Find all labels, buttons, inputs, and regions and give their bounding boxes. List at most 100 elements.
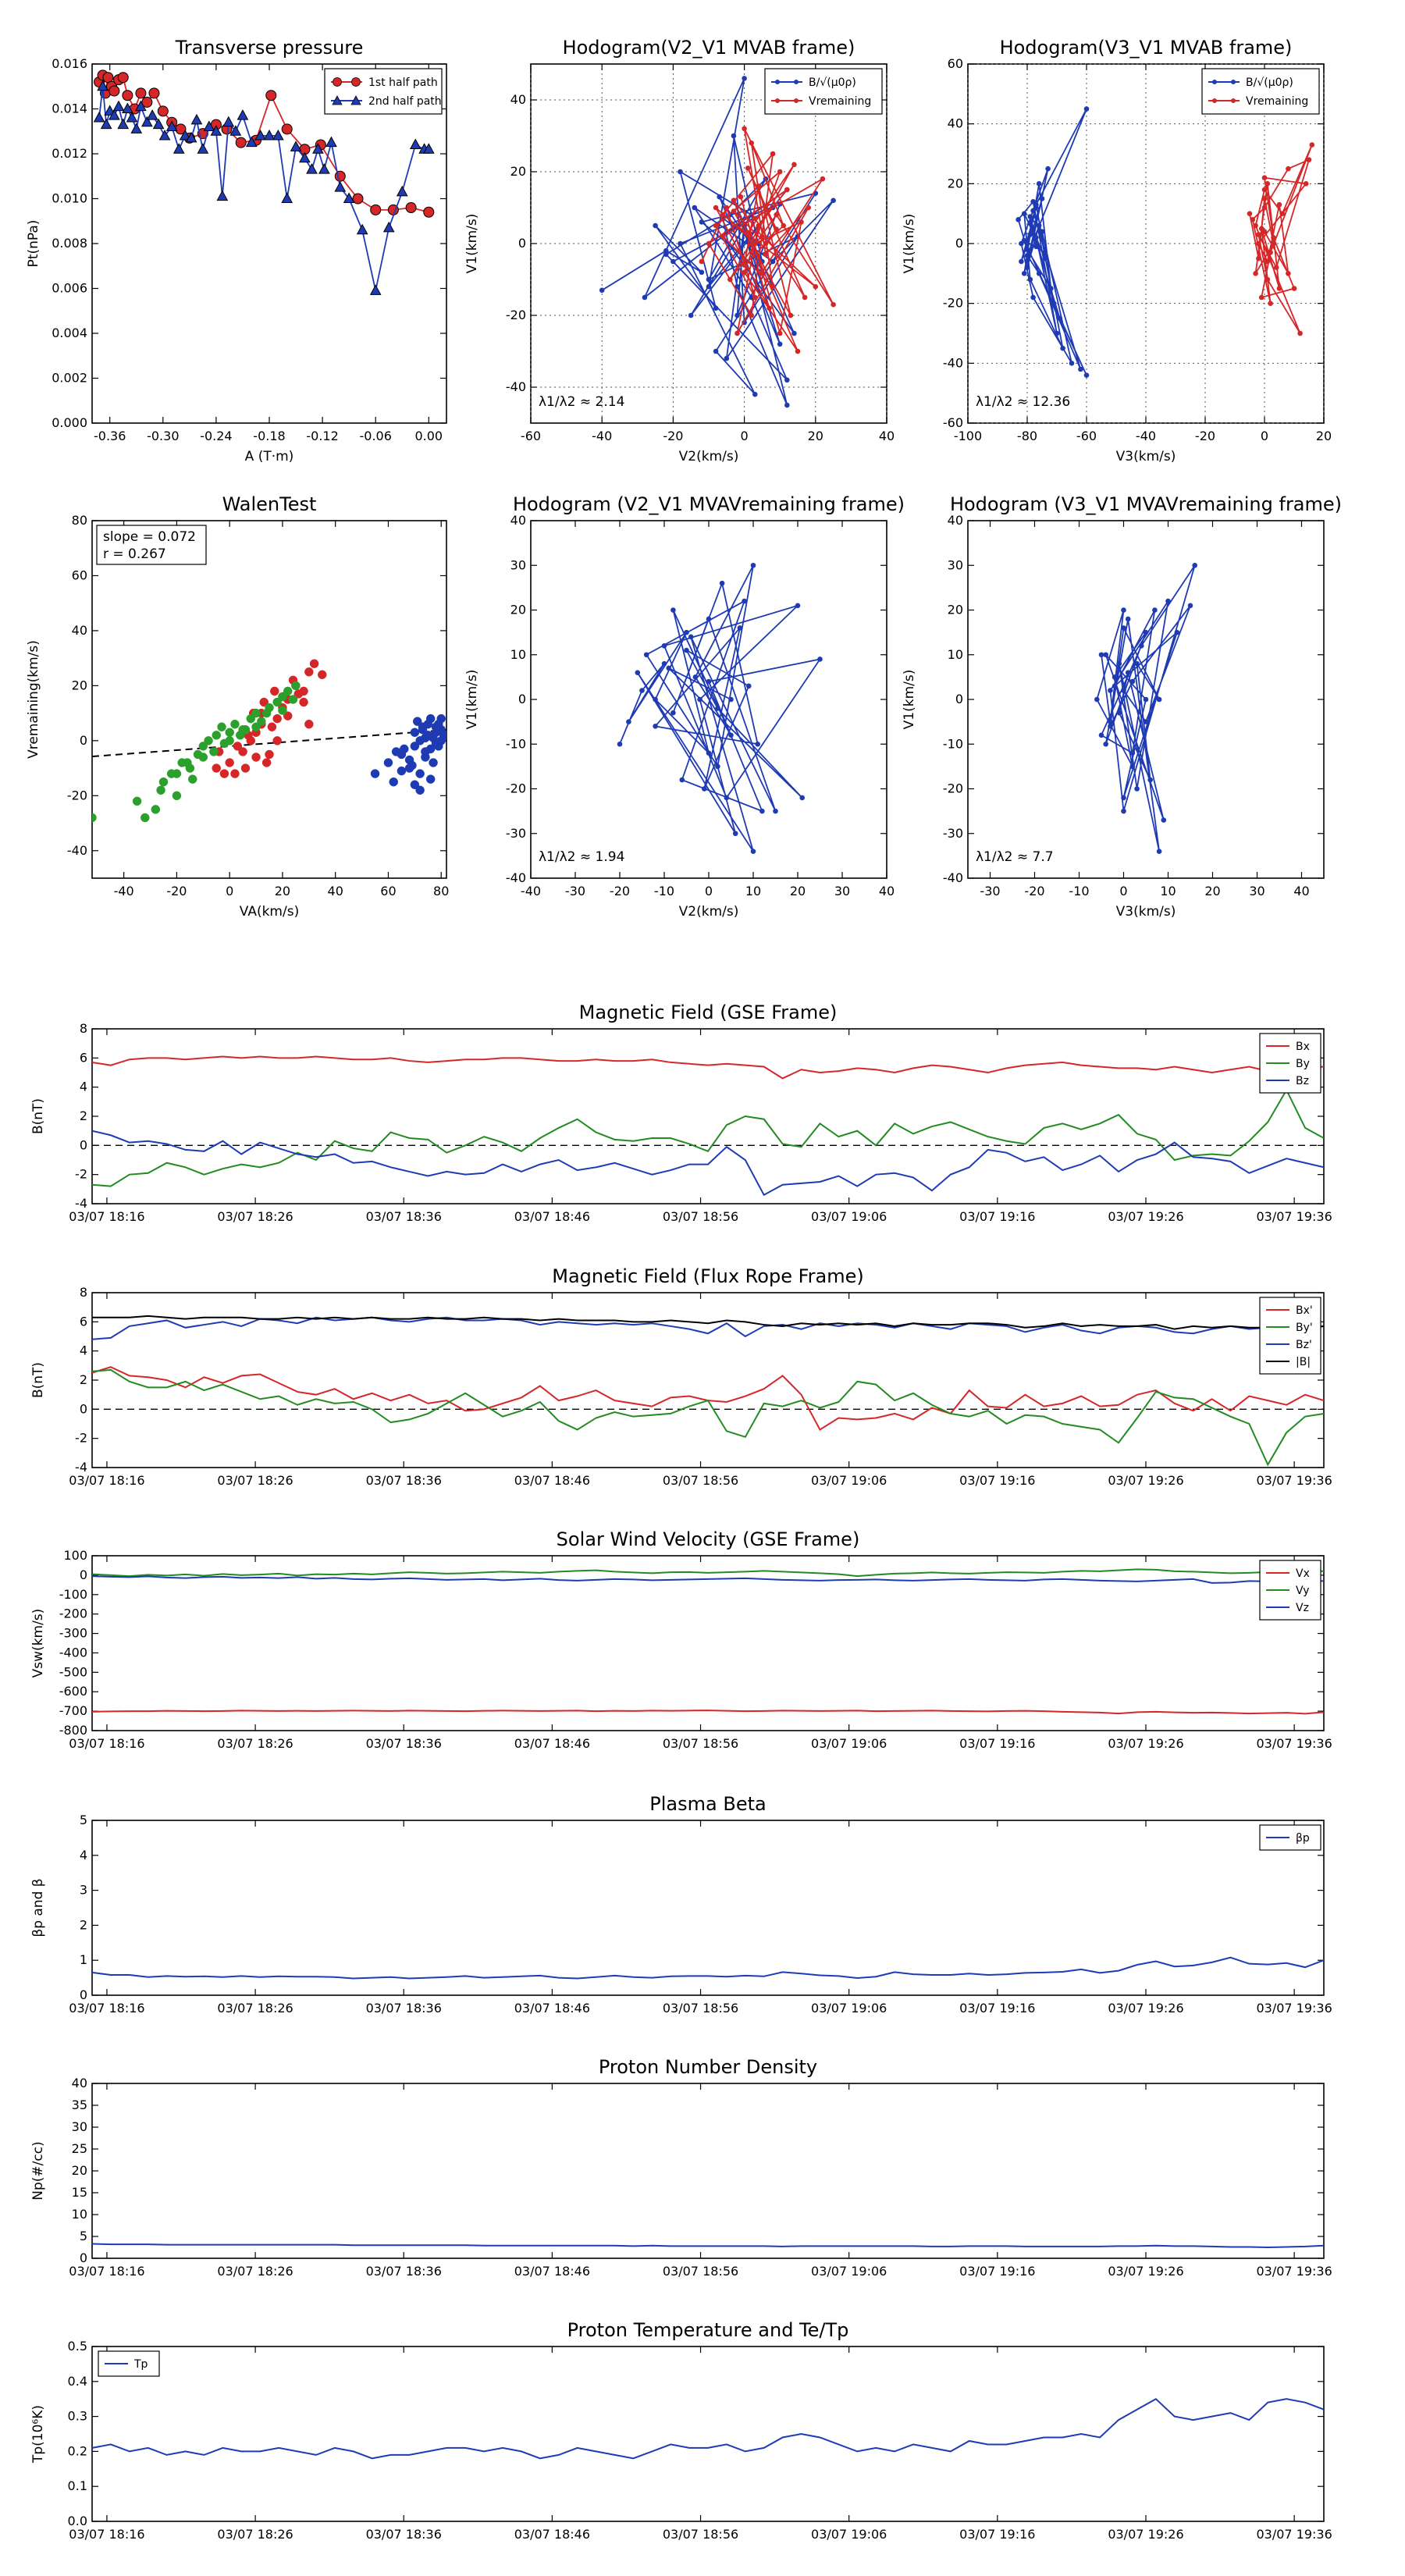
y-tick-label: 10 bbox=[72, 2207, 87, 2222]
data-point bbox=[418, 725, 428, 735]
data-point bbox=[225, 758, 234, 767]
data-point bbox=[1116, 710, 1122, 716]
data-point bbox=[1103, 652, 1108, 658]
legend-marker bbox=[794, 98, 799, 103]
series-line-0 bbox=[92, 1710, 1324, 1715]
hodo_v3v1_mvab-chart: Hodogram(V3_V1 MVAB frame) -100 -80 -60 -40 -… bbox=[902, 37, 1332, 464]
data-point bbox=[788, 312, 794, 318]
series-0 bbox=[1016, 106, 1090, 378]
chart-title: Solar Wind Velocity (GSE Frame) bbox=[557, 1528, 860, 1550]
legend: B/√(μ0ρ) Vremaining bbox=[764, 68, 883, 115]
walen-chart: WalenTest -40 -20 0 20 40 60 80 -40 -20 0 20 40 60 80 V… bbox=[26, 493, 449, 920]
y-tick-label: 4 bbox=[80, 1080, 87, 1094]
series-line-0 bbox=[92, 1366, 1324, 1431]
data-point bbox=[1156, 849, 1162, 854]
x-tick-label: 03/07 18:46 bbox=[514, 2001, 590, 2016]
data-point bbox=[663, 247, 669, 254]
legend-label: By bbox=[1296, 1058, 1310, 1070]
data-point bbox=[423, 206, 435, 218]
series-0 bbox=[617, 562, 823, 854]
data-point bbox=[117, 118, 130, 130]
data-point bbox=[265, 749, 274, 760]
data-point bbox=[635, 670, 641, 675]
data-point bbox=[270, 686, 279, 696]
data-point bbox=[278, 692, 287, 702]
data-point bbox=[304, 719, 314, 729]
plot-area bbox=[93, 69, 435, 295]
data-point bbox=[97, 80, 108, 91]
x-tick-label: 40 bbox=[879, 884, 895, 898]
x-tick-label: -0.12 bbox=[306, 429, 338, 443]
data-point bbox=[212, 731, 221, 740]
legend-marker bbox=[1231, 98, 1236, 103]
annotation-text: λ1/λ2 ≈ 2.14 bbox=[539, 394, 624, 410]
y-tick-label: -600 bbox=[59, 1684, 87, 1699]
legend-marker bbox=[350, 95, 361, 105]
x-tick-label: 03/07 18:36 bbox=[366, 1736, 442, 1751]
data-point bbox=[1165, 598, 1171, 604]
data-point bbox=[306, 163, 318, 174]
y-tick-label: -200 bbox=[59, 1606, 87, 1621]
x-tick-label: 03/07 18:56 bbox=[663, 2001, 738, 2016]
data-point bbox=[1125, 670, 1131, 675]
chart-title: Proton Temperature and Te/Tp bbox=[567, 2319, 849, 2341]
x-tick-label: 20 bbox=[790, 884, 806, 898]
legend-label: B/√(μ0ρ) bbox=[809, 76, 856, 89]
data-point bbox=[750, 562, 756, 568]
data-point bbox=[389, 777, 398, 787]
data-point bbox=[436, 713, 446, 724]
data-point bbox=[1309, 142, 1315, 148]
data-point bbox=[1083, 106, 1090, 112]
y-tick-label: 30 bbox=[948, 557, 963, 572]
data-point bbox=[400, 744, 409, 754]
data-point bbox=[820, 176, 826, 182]
y-tick-label: 0.4 bbox=[68, 2374, 87, 2389]
legend-label: B/√(μ0ρ) bbox=[1246, 76, 1293, 89]
y-tick-label: -300 bbox=[59, 1626, 87, 1641]
data-point bbox=[717, 194, 722, 200]
y-tick-label: 0 bbox=[518, 236, 526, 251]
data-point bbox=[732, 831, 738, 837]
stats-text: slope = 0.072 bbox=[103, 529, 196, 545]
y-tick-label: 0 bbox=[80, 2250, 87, 2265]
x-tick-label: 03/07 19:26 bbox=[1108, 1736, 1183, 1751]
x-tick-label: 03/07 18:26 bbox=[217, 1473, 293, 1488]
data-point bbox=[1024, 265, 1030, 270]
y-tick-label: -20 bbox=[67, 788, 87, 802]
y-tick-label: 15 bbox=[72, 2185, 87, 2200]
y-tick-label: 0.014 bbox=[52, 101, 87, 116]
data-point bbox=[172, 769, 182, 778]
y-tick-label: 0.008 bbox=[52, 236, 87, 251]
y-axis-label: V1(km/s) bbox=[902, 670, 917, 730]
data-point bbox=[185, 131, 197, 143]
y-tick-label: 8 bbox=[80, 1021, 87, 1036]
x-tick-label: 03/07 18:16 bbox=[69, 2527, 144, 2542]
x-tick-label: 03/07 18:36 bbox=[366, 2001, 442, 2016]
data-point bbox=[1083, 372, 1090, 378]
x-tick-label: 40 bbox=[1293, 884, 1309, 898]
x-tick-label: -30 bbox=[565, 884, 585, 898]
data-point bbox=[1286, 165, 1291, 172]
data-point bbox=[1247, 211, 1253, 216]
data-point bbox=[152, 118, 165, 130]
data-point bbox=[122, 90, 133, 101]
data-point bbox=[1121, 808, 1126, 814]
data-point bbox=[1143, 696, 1149, 703]
data-point bbox=[749, 312, 755, 318]
data-point bbox=[752, 294, 758, 301]
y-tick-label: 10 bbox=[948, 647, 963, 662]
data-point bbox=[1027, 276, 1033, 283]
x-tick-label: 03/07 19:06 bbox=[811, 2527, 887, 2542]
plot-area bbox=[1016, 106, 1315, 378]
y-tick-label: -100 bbox=[59, 1587, 87, 1602]
data-point bbox=[666, 665, 671, 671]
data-point bbox=[706, 283, 712, 290]
series-line-2 bbox=[92, 1575, 1324, 1584]
y-tick-label: -30 bbox=[506, 826, 526, 841]
data-point bbox=[1060, 345, 1065, 351]
x-tick-label: 03/07 18:26 bbox=[217, 2264, 293, 2279]
legend-marker bbox=[332, 95, 343, 105]
series-line-2 bbox=[92, 1130, 1324, 1197]
x-tick-label: -40 bbox=[592, 429, 612, 443]
data-point bbox=[1156, 696, 1162, 703]
